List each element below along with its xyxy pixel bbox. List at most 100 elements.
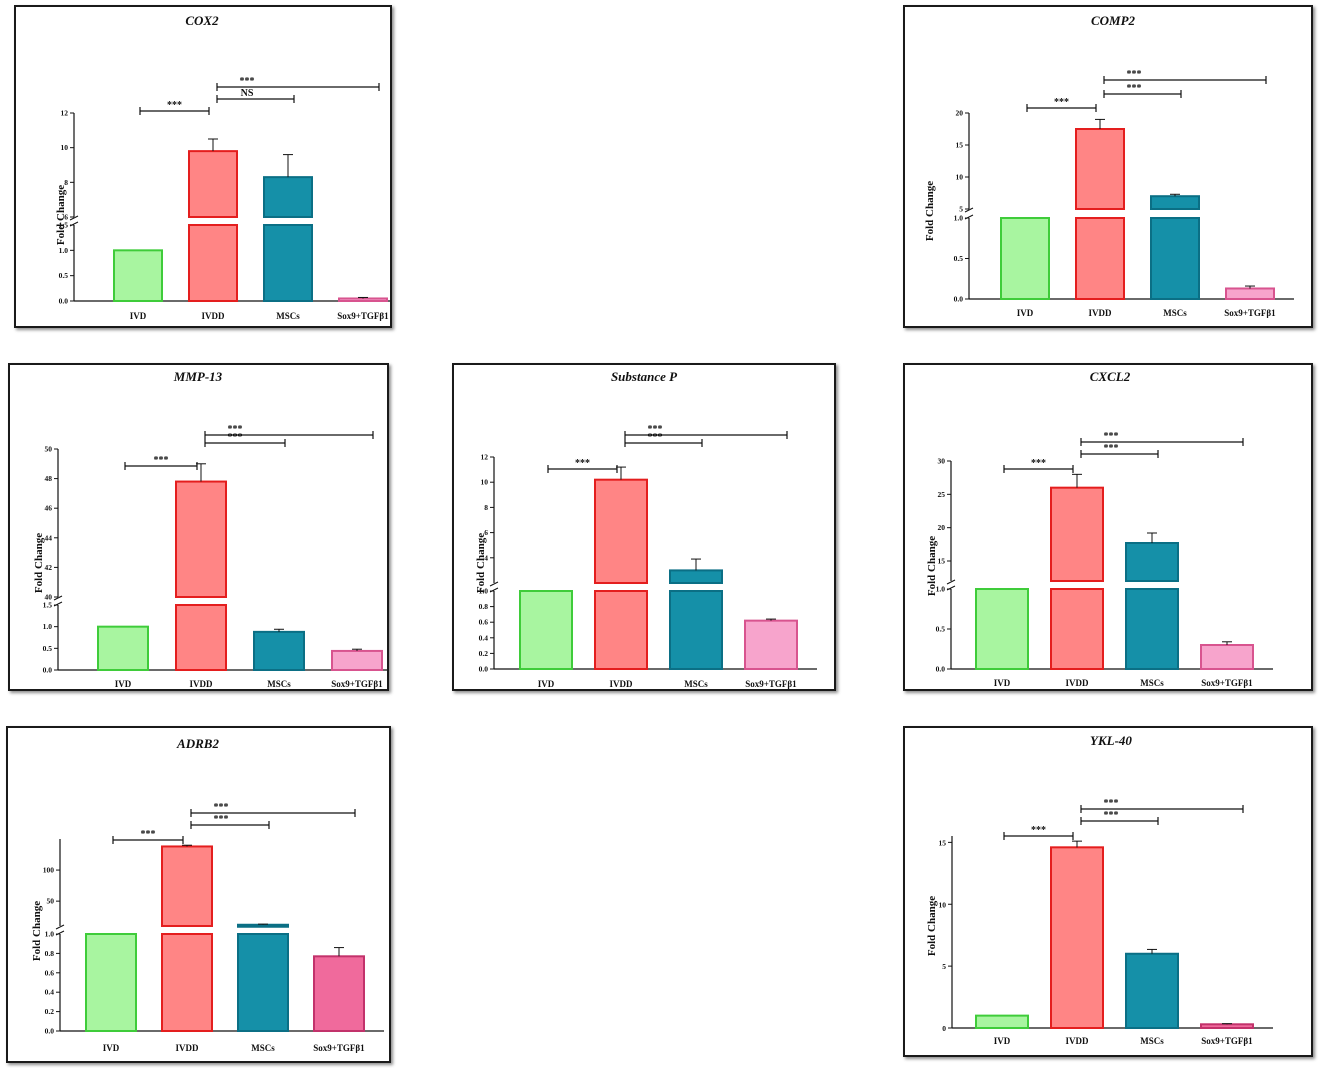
- y-tick-label: 1.0: [59, 246, 69, 255]
- y-tick-label: 0.8: [45, 949, 55, 958]
- y-tick-label: 0.0: [45, 1027, 55, 1036]
- axis-break-mark: [55, 924, 65, 930]
- y-tick-label: 8: [484, 503, 488, 512]
- y-tick-label: 10: [939, 900, 947, 909]
- bar-ivdd-upper: [594, 478, 648, 584]
- significance-label: ***: [214, 814, 229, 825]
- y-tick-label: 8: [64, 178, 68, 187]
- x-tick-label-ivd: IVD: [1017, 308, 1034, 318]
- bar-mscs: [253, 630, 305, 672]
- bar-sox9-tgf-1: [1225, 287, 1275, 301]
- bar-mscs-lower: [1125, 588, 1179, 670]
- y-tick-label: 0.0: [59, 297, 69, 306]
- x-tick-label-ivdd: IVDD: [1065, 678, 1089, 688]
- y-tick-label: 1.0: [936, 585, 946, 594]
- chart-panel-substance-p: Substance P Fold Change 0.0 0.2 0.4 0.6 0.8 1.0…: [452, 363, 836, 691]
- y-tick-label: 6: [64, 213, 68, 222]
- chart-plot-area: COMP2 Fold Change 0.0 0.5 1.05 10 15 20 IVD IVDD M…: [924, 13, 1294, 318]
- significance-label: NS: [241, 88, 254, 99]
- y-tick-label: 4: [484, 553, 488, 562]
- significance-label: ***: [1031, 458, 1046, 469]
- x-tick-label-mscs: MSCs: [1140, 1036, 1164, 1046]
- bar-mscs-upper: [1150, 195, 1200, 210]
- bar-mscs: [1125, 952, 1179, 1029]
- chart-plot-area: Substance P Fold Change 0.0 0.2 0.4 0.6 0.8 1.0…: [475, 369, 817, 689]
- significance-label: ***: [240, 76, 255, 87]
- y-axis-label: Fold Change: [475, 533, 487, 593]
- bar-ivd: [97, 625, 149, 671]
- x-tick-label-ivd: IVD: [994, 678, 1011, 688]
- chart-ykl-40: YKL-40 Fold Change 0 5 10 15 IVD IVDD MSCs Sox9+T…: [926, 733, 1273, 1046]
- x-tick-label-ivd: IVD: [130, 311, 147, 321]
- y-tick-label: 1.0: [43, 622, 53, 631]
- x-tick-label-sox9-tgf-1: Sox9+TGFβ1: [337, 311, 389, 321]
- x-tick-label-mscs: MSCs: [1163, 308, 1187, 318]
- chart-cox2: COX2 Fold Change 0.0 0.5 1.0 1.56 8 10 12 IVD IVDD…: [55, 13, 390, 321]
- chart-panel-comp2: COMP2 Fold Change 0.0 0.5 1.0 5 10 15 20 IVD IVDD M…: [903, 5, 1313, 328]
- y-tick-label: 12: [481, 453, 489, 462]
- significance-label: ***: [214, 802, 229, 813]
- bar-ivdd-upper: [1075, 128, 1125, 210]
- x-tick-label-ivd: IVD: [994, 1036, 1011, 1046]
- x-tick-label-ivd: IVD: [538, 679, 555, 689]
- x-tick-label-ivd: IVD: [115, 679, 132, 689]
- significance-label: ***: [228, 424, 243, 435]
- bar-ivdd-upper: [161, 845, 213, 927]
- x-tick-label-mscs: MSCs: [1140, 678, 1164, 688]
- x-tick-label-sox9-tgf-1: Sox9+TGFβ1: [1201, 1036, 1253, 1046]
- y-tick-label: 0.8: [479, 602, 489, 611]
- y-tick-label: 0.4: [479, 633, 489, 642]
- bar-ivdd-lower: [161, 933, 213, 1032]
- significance-label: ***: [648, 432, 663, 443]
- y-tick-label: 46: [45, 504, 53, 513]
- bar-mscs-lower: [237, 933, 289, 1032]
- y-tick-label: 15: [939, 838, 947, 847]
- chart-substance-p: Substance P Fold Change 0.0 0.2 0.4 0.6 0.8 1.0…: [475, 369, 817, 689]
- chart-title: YKL-40: [1090, 733, 1132, 748]
- bar-mscs-upper: [1125, 542, 1179, 582]
- bar-ivdd-lower: [594, 590, 648, 670]
- x-tick-label-ivdd: IVDD: [201, 311, 225, 321]
- significance-label: ***: [1104, 443, 1119, 454]
- y-tick-label: 5: [942, 962, 946, 971]
- y-tick-label: 5: [959, 205, 963, 214]
- y-tick-label: 50: [45, 445, 53, 454]
- bar-sox9-tgf-1: [331, 649, 383, 671]
- significance-label: ***: [167, 100, 182, 111]
- significance-label: ***: [1031, 825, 1046, 836]
- y-axis-label: Fold Change: [31, 901, 43, 961]
- bar-sox9-tgf-1: [1200, 644, 1254, 670]
- y-tick-label: 0.0: [43, 666, 53, 675]
- y-axis-label: Fold Change: [924, 181, 936, 241]
- y-tick-label: 10: [61, 143, 69, 152]
- axis-break-mark: [69, 215, 79, 221]
- bar-mscs-upper: [263, 176, 313, 218]
- bar-mscs-lower: [263, 224, 313, 302]
- y-tick-label: 0.6: [479, 618, 489, 627]
- x-tick-label-ivdd: IVDD: [1065, 1036, 1089, 1046]
- y-tick-label: 0.4: [45, 988, 55, 997]
- chart-panel-adrb2: ADRB2 Fold Change 0.0 0.2 0.4 0.6 0.8 1.0 50 100 I…: [6, 726, 391, 1063]
- y-tick-label: 0.0: [954, 295, 964, 304]
- y-axis-label: Fold Change: [926, 536, 938, 596]
- y-tick-label: 0.5: [43, 644, 53, 653]
- x-tick-label-sox9-tgf-1: Sox9+TGFβ1: [745, 679, 797, 689]
- bar-sox9-tgf-1: [744, 619, 798, 671]
- chart-plot-area: CXCL2 Fold Change 0.0 0.5 1.0 15 20 25 30 IVD IVDD…: [926, 369, 1273, 688]
- y-tick-label: 0.5: [954, 254, 964, 263]
- bar-ivdd-lower: [1075, 217, 1125, 300]
- bar-ivdd: [1050, 846, 1104, 1029]
- y-tick-label: 1.0: [45, 930, 55, 939]
- y-axis-label: Fold Change: [55, 185, 67, 245]
- y-tick-label: 0.2: [479, 649, 489, 658]
- chart-plot-area: COX2 Fold Change 0.0 0.5 1.0 1.56 8 10 12 IVD IVDD…: [55, 13, 390, 321]
- bar-ivd: [975, 1014, 1029, 1029]
- chart-comp2: COMP2 Fold Change 0.0 0.5 1.05 10 15 20 IVD IVDD M…: [924, 13, 1294, 318]
- y-axis-label: Fold Change: [33, 533, 45, 593]
- y-tick-label: 48: [45, 474, 53, 483]
- bar-ivdd-upper: [188, 150, 238, 218]
- x-tick-label-sox9-tgf-1: Sox9+TGFβ1: [1224, 308, 1276, 318]
- chart-adrb2: ADRB2 Fold Change 0.0 0.2 0.4 0.6 0.8 1.0 50 100 I…: [31, 736, 384, 1053]
- bar-ivd: [113, 249, 163, 302]
- y-axis-label: Fold Change: [926, 896, 938, 956]
